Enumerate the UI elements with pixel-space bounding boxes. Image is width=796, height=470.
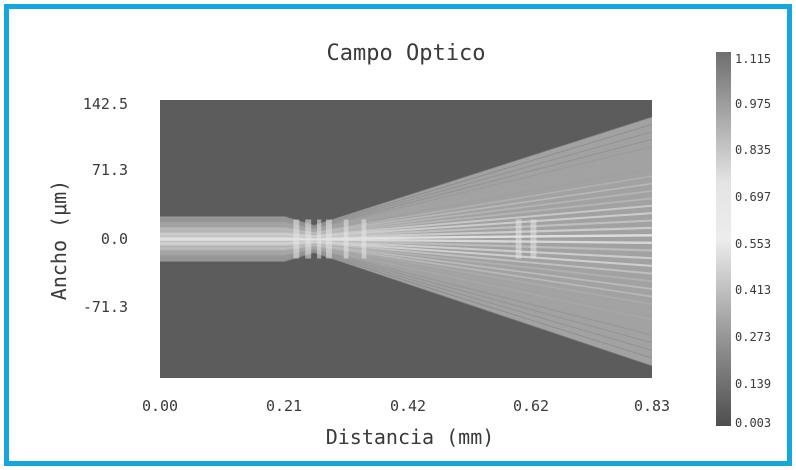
interference-band bbox=[325, 219, 332, 259]
interference-band bbox=[305, 219, 312, 259]
colorbar-label: 0.003 bbox=[735, 416, 771, 430]
interference-band bbox=[361, 219, 367, 259]
field-rays bbox=[160, 116, 652, 367]
colorbar-labels: 1.115 0.975 0.835 0.697 0.553 0.413 0.27… bbox=[735, 52, 771, 430]
x-tick-label: 0.83 bbox=[634, 397, 670, 415]
x-tick-label: 0.00 bbox=[142, 397, 178, 415]
interference-band bbox=[343, 219, 349, 259]
y-tick-label: 71.3 bbox=[92, 161, 128, 179]
colorbar: 1.115 0.975 0.835 0.697 0.553 0.413 0.27… bbox=[716, 52, 771, 430]
colorbar-label: 0.273 bbox=[735, 330, 771, 344]
colorbar-label: 0.697 bbox=[735, 190, 771, 204]
colorbar-label: 1.115 bbox=[735, 52, 771, 66]
y-tick-label: 0.0 bbox=[101, 230, 128, 248]
x-tick-label: 0.21 bbox=[266, 397, 302, 415]
colorbar-label: 0.835 bbox=[735, 143, 771, 157]
colorbar-label: 0.975 bbox=[735, 97, 771, 111]
y-tick-label: 142.5 bbox=[83, 95, 128, 113]
x-tick-label: 0.42 bbox=[390, 397, 426, 415]
colorbar-label: 0.553 bbox=[735, 237, 771, 251]
x-tick-label: 0.62 bbox=[513, 397, 549, 415]
chart-title: Campo Optico bbox=[327, 41, 486, 66]
y-axis-ticks: 142.5 71.3 0.0 -71.3 bbox=[83, 95, 128, 316]
colorbar-label: 0.413 bbox=[735, 283, 771, 297]
colorbar-gradient bbox=[716, 52, 731, 426]
plot-area bbox=[160, 100, 652, 378]
y-axis-label: Ancho (μm) bbox=[47, 180, 71, 300]
interference-band bbox=[317, 219, 322, 259]
colorbar-label: 0.139 bbox=[735, 377, 771, 391]
y-tick-label: -71.3 bbox=[83, 298, 128, 316]
x-axis-label: Distancia (mm) bbox=[326, 425, 495, 449]
x-axis-ticks: 0.00 0.21 0.42 0.62 0.83 bbox=[142, 397, 670, 415]
interference-band bbox=[515, 219, 522, 259]
interference-band bbox=[530, 219, 537, 259]
interference-band bbox=[293, 219, 300, 259]
